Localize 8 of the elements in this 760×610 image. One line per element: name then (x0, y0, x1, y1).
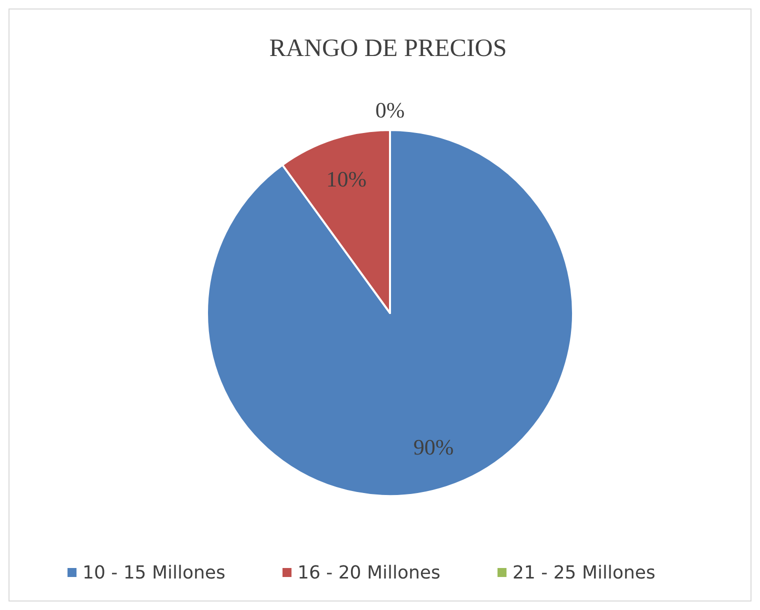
legend-label: 16 - 20 Millones (298, 562, 440, 584)
text: 0% (375, 98, 405, 122)
data-label: 90% (413, 434, 454, 460)
data-label: 10% (326, 166, 367, 192)
legend-label: 10 - 15 Millones (82, 562, 226, 584)
chart-title: RANGO DE PRECIOS (269, 35, 507, 62)
legend-label: 21 - 25 Millones (512, 562, 656, 584)
pie-slice (206, 129, 574, 497)
